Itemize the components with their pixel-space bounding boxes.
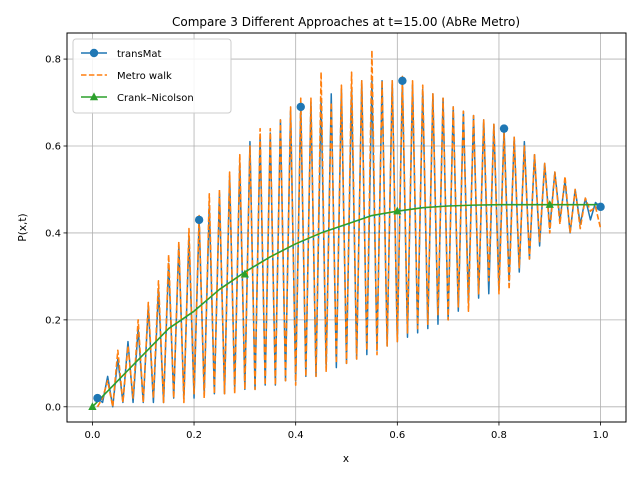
legend: transMat Metro walk Crank–Nicolson (72, 38, 232, 114)
y-tick-label: 0.2 (45, 315, 61, 326)
y-axis-label: P(x,t) (17, 213, 29, 241)
chart-title: Compare 3 Different Approaches at t=15.0… (172, 15, 520, 29)
series-layer (88, 49, 605, 411)
x-tick-label: 0.4 (288, 430, 304, 441)
transmat-marker (93, 393, 102, 403)
legend-label-crank-nicolson: Crank–Nicolson (117, 93, 194, 104)
transmat-marker (398, 76, 407, 86)
crank-nicolson-marker (88, 402, 97, 411)
legend-label-metro-walk: Metro walk (117, 71, 172, 82)
legend-marker-crank-nicolson (89, 92, 99, 101)
y-tick-label: 0.0 (45, 402, 61, 413)
transmat-marker (596, 202, 605, 212)
crank-nicolson-marker (240, 269, 250, 278)
series-crank-nicolson-line (91, 203, 601, 408)
x-tick-label: 0.0 (84, 430, 100, 441)
y-tick-label: 0.4 (45, 228, 61, 239)
legend-box (72, 38, 232, 114)
y-tick-label: 0.6 (45, 142, 61, 153)
x-tick-label: 1.0 (593, 430, 609, 441)
transmat-marker (194, 215, 204, 225)
crank-nicolson-marker (545, 200, 554, 208)
x-tick-label: 0.6 (389, 430, 405, 441)
transmat-marker (296, 102, 305, 112)
ticks: 0.0 0.2 0.4 0.6 0.8 1.0 0.0 0.2 0.4 0.6 0.8 (45, 55, 608, 441)
x-tick-label: 0.2 (186, 430, 202, 441)
legend-label-transmat: transMat (117, 49, 161, 60)
series-metro-walk-line (96, 49, 602, 408)
legend-items (81, 48, 107, 101)
y-tick-label: 0.8 (45, 55, 61, 66)
legend-marker-transmat (89, 48, 99, 58)
x-tick-label: 0.8 (491, 430, 507, 441)
plot-frame (66, 32, 627, 423)
transmat-marker (499, 124, 509, 133)
crank-nicolson-marker (393, 206, 402, 215)
x-axis-label: x (343, 453, 349, 465)
